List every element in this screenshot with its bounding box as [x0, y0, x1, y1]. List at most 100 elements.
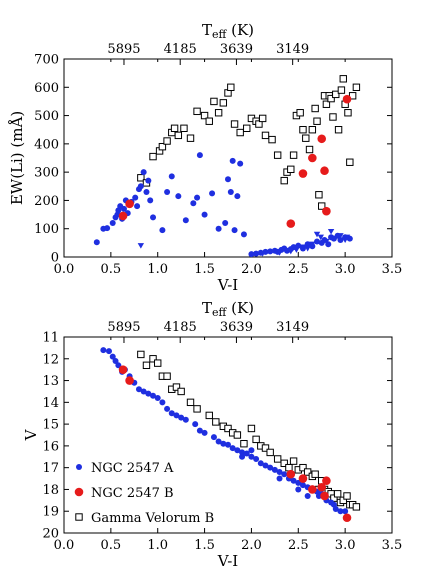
- x-tick-label: 2.0: [241, 538, 262, 553]
- data-point: [337, 86, 346, 94]
- data-point: [112, 357, 119, 364]
- top-axis-tick-label: 5895: [107, 42, 140, 57]
- data-point: [150, 392, 157, 399]
- data-point: [178, 414, 185, 421]
- data-point: [298, 474, 308, 483]
- y-tick-label: 100: [34, 222, 59, 237]
- data-point: [143, 188, 150, 195]
- x-tick-label: 1.0: [147, 262, 168, 277]
- data-point: [236, 128, 244, 137]
- data-point: [258, 114, 267, 123]
- data-point: [229, 157, 236, 164]
- y-tick-label: 18: [42, 483, 59, 498]
- data-point: [305, 145, 314, 154]
- x-tick-label: 3.0: [335, 262, 356, 277]
- data-point: [201, 211, 208, 218]
- data-point: [222, 220, 229, 227]
- data-point: [313, 117, 321, 125]
- legend-marker: [75, 513, 83, 521]
- data-point: [315, 191, 323, 199]
- data-point: [308, 485, 317, 494]
- data-point: [253, 250, 260, 257]
- data-point: [268, 135, 276, 144]
- data-point: [322, 100, 331, 108]
- data-point: [267, 464, 274, 471]
- legend-label: Gamma Velorum B: [91, 511, 214, 526]
- data-point: [145, 390, 152, 397]
- data-point: [344, 109, 352, 117]
- data-point: [261, 444, 270, 452]
- y-tick-label: 400: [34, 137, 59, 152]
- data-point: [190, 200, 197, 207]
- data-point: [257, 460, 264, 467]
- data-point: [219, 99, 228, 107]
- data-point: [118, 365, 128, 374]
- data-point: [125, 199, 134, 209]
- data-point: [214, 109, 223, 117]
- y-tick-label: 14: [42, 396, 59, 411]
- x-tick-label: 3.5: [382, 262, 403, 277]
- x-tick-label: 2.5: [288, 538, 309, 553]
- data-point: [330, 494, 338, 502]
- data-point: [280, 459, 288, 468]
- data-point: [320, 166, 329, 176]
- y-tick-label: 13: [42, 374, 59, 389]
- series-3: [118, 94, 352, 228]
- y-tick-label: 600: [34, 81, 59, 96]
- data-point: [118, 211, 128, 221]
- data-point: [163, 372, 171, 380]
- data-point: [248, 251, 255, 258]
- data-point: [159, 399, 166, 406]
- data-point: [343, 492, 351, 500]
- x-tick-label: 2.0: [241, 262, 262, 277]
- data-point: [304, 241, 311, 248]
- data-point: [93, 239, 100, 246]
- data-point: [186, 134, 195, 142]
- data-point: [100, 347, 107, 354]
- data-point: [289, 151, 298, 159]
- data-point: [182, 416, 189, 423]
- data-point: [248, 447, 255, 454]
- data-point: [186, 398, 195, 407]
- data-point: [210, 97, 218, 106]
- data-point: [317, 234, 324, 241]
- data-point: [329, 113, 337, 121]
- plot-frame: [63, 336, 393, 534]
- data-point: [320, 491, 329, 501]
- data-point: [339, 75, 347, 83]
- data-point: [276, 475, 283, 482]
- data-point: [276, 250, 283, 256]
- top-axis-label: Teff (K): [202, 299, 254, 319]
- data-point: [342, 94, 352, 104]
- y-axis-label: EW(Li) (mÅ): [8, 111, 26, 205]
- data-point: [227, 188, 234, 195]
- data-point: [154, 359, 162, 367]
- data-point: [262, 462, 269, 469]
- data-point: [193, 405, 201, 413]
- data-point: [230, 120, 239, 128]
- plot-frame: [63, 58, 393, 258]
- data-point: [180, 124, 188, 132]
- x-tick-label: 3.5: [382, 538, 403, 553]
- data-point: [346, 158, 354, 166]
- data-point: [168, 173, 175, 180]
- series-2: [118, 365, 352, 523]
- data-point: [229, 445, 236, 452]
- series-1: [100, 347, 349, 515]
- data-point: [285, 463, 293, 472]
- data-point: [247, 424, 256, 433]
- y-tick-label: 700: [34, 53, 59, 68]
- data-point: [147, 197, 154, 204]
- data-point: [311, 470, 319, 478]
- data-point: [192, 421, 199, 428]
- data-point: [164, 188, 171, 195]
- data-point: [225, 441, 231, 448]
- top-axis-tick-label: 3639: [220, 42, 253, 57]
- top-axis-label-unit: (K): [226, 299, 254, 317]
- x-tick-label: 1.0: [147, 538, 168, 553]
- data-point: [327, 94, 335, 103]
- data-point: [243, 450, 250, 457]
- x-tick-label: 1.5: [194, 538, 215, 553]
- legend-label: NGC 2547 A: [91, 461, 174, 476]
- data-point: [313, 231, 321, 238]
